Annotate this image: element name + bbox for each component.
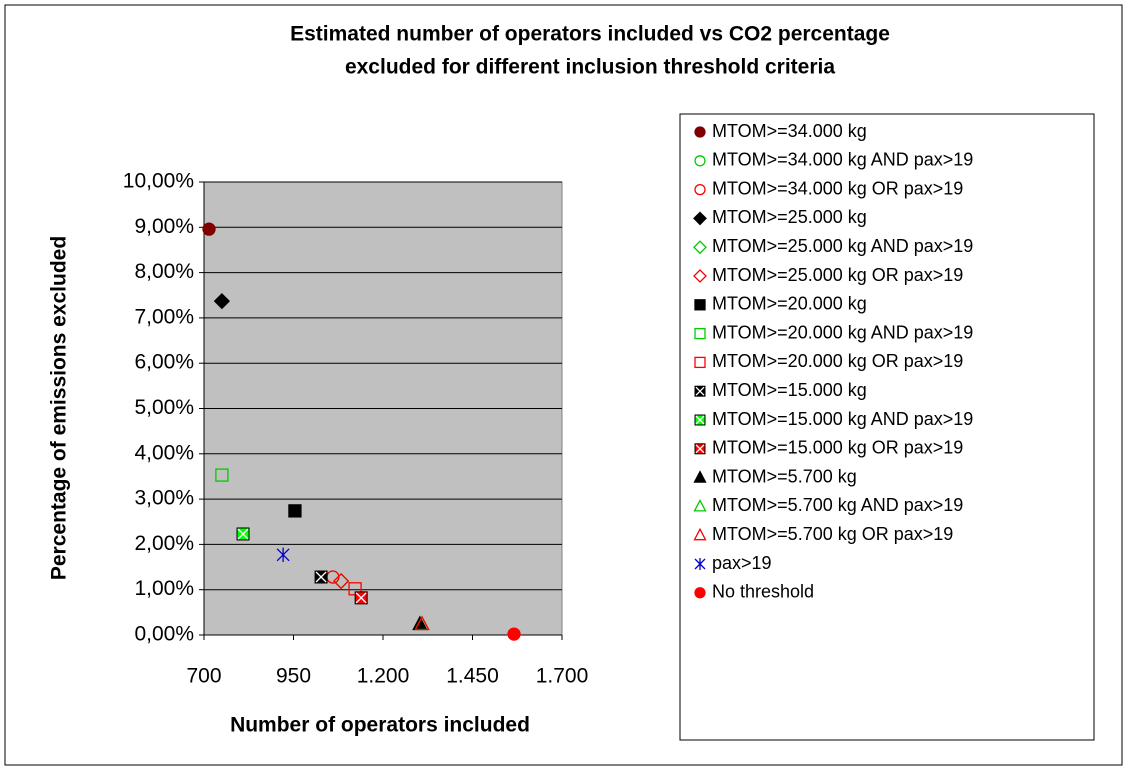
- point: [694, 558, 706, 570]
- legend-label: MTOM>=34.000 kg: [712, 121, 867, 141]
- y-tick-label: 6,00%: [134, 351, 194, 374]
- legend-label: MTOM>=25.000 kg: [712, 207, 867, 227]
- point: [288, 504, 302, 518]
- point: [694, 155, 706, 167]
- x-tick-label: 1.700: [536, 665, 589, 688]
- point: [694, 327, 706, 340]
- legend-label: MTOM>=34.000 kg AND pax>19: [712, 150, 973, 170]
- y-tick-label: 1,00%: [134, 577, 194, 600]
- y-tick-label: 5,00%: [134, 396, 194, 419]
- legend-label: MTOM>=25.000 kg AND pax>19: [712, 236, 973, 256]
- legend-label: MTOM>=20.000 kg: [712, 294, 867, 314]
- point: [276, 547, 290, 563]
- marker-cross: [695, 415, 705, 425]
- point: [694, 299, 706, 311]
- point: [694, 443, 706, 455]
- point: [507, 627, 521, 641]
- legend-label: MTOM>=34.000 kg OR pax>19: [712, 178, 963, 198]
- legend-label: MTOM>=5.700 kg: [712, 466, 857, 486]
- x-tick-label: 1.450: [446, 665, 499, 688]
- legend-label: MTOM>=5.700 kg OR pax>19: [712, 524, 953, 544]
- chart-title: Estimated number of operators included v…: [290, 23, 890, 46]
- marker-cross: [695, 386, 705, 396]
- point: [215, 468, 229, 482]
- point: [694, 385, 706, 397]
- point: [202, 222, 216, 236]
- x-tick-label: 1.200: [357, 665, 410, 688]
- legend-label: MTOM>=5.700 kg AND pax>19: [712, 495, 963, 515]
- point: [694, 183, 706, 196]
- point: [694, 126, 706, 138]
- y-tick-label: 0,00%: [134, 623, 194, 646]
- marker-cross: [237, 528, 249, 540]
- point: [314, 570, 328, 584]
- point: [213, 293, 231, 310]
- y-tick-label: 4,00%: [134, 441, 194, 464]
- y-tick-label: 3,00%: [134, 487, 194, 510]
- point: [694, 414, 706, 426]
- y-tick-label: 8,00%: [134, 260, 194, 283]
- y-tick-label: 7,00%: [134, 305, 194, 328]
- legend-label: MTOM>=25.000 kg OR pax>19: [712, 265, 963, 285]
- legend-label: MTOM>=20.000 kg OR pax>19: [712, 351, 963, 371]
- point: [693, 211, 707, 226]
- y-tick-label: 10,00%: [123, 170, 194, 193]
- point: [693, 240, 707, 255]
- legend-label: No threshold: [712, 582, 814, 602]
- point: [694, 356, 706, 369]
- legend-label: MTOM>=15.000 kg OR pax>19: [712, 438, 963, 458]
- y-axis-title: Percentage of emissions excluded: [48, 236, 71, 580]
- point: [693, 269, 707, 283]
- point: [332, 572, 350, 590]
- marker-cross: [355, 592, 367, 604]
- point: [694, 587, 706, 599]
- legend-label: MTOM>=20.000 kg AND pax>19: [712, 322, 973, 342]
- legend-label: pax>19: [712, 553, 772, 573]
- y-tick-label: 9,00%: [134, 215, 194, 238]
- marker-cross: [695, 444, 705, 454]
- x-tick-label: 950: [276, 665, 311, 688]
- point: [354, 591, 368, 605]
- point: [236, 527, 250, 541]
- y-tick-label: 2,00%: [134, 532, 194, 555]
- legend-label: MTOM>=15.000 kg: [712, 380, 867, 400]
- point: [693, 527, 707, 541]
- x-axis-title: Number of operators included: [230, 714, 530, 737]
- legend-label: MTOM>=15.000 kg AND pax>19: [712, 409, 973, 429]
- marker-cross: [315, 571, 327, 583]
- legend-box: [679, 113, 1095, 741]
- point: [693, 470, 707, 483]
- point: [414, 615, 430, 631]
- x-tick-label: 700: [186, 665, 221, 688]
- chart-title: excluded for different inclusion thresho…: [345, 56, 835, 79]
- point: [693, 498, 707, 512]
